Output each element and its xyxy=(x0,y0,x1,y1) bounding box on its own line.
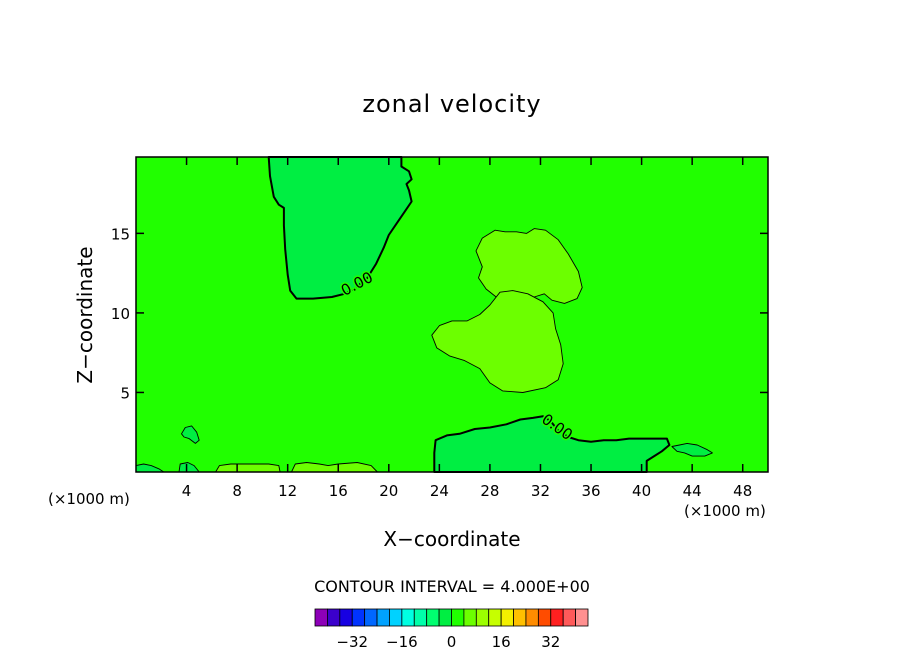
y-axis-ticks: 5 10 15 xyxy=(111,225,768,402)
colorbar xyxy=(314,608,589,627)
colorbar-swatch xyxy=(413,608,428,627)
colorbar-swatch xyxy=(475,608,490,627)
contour-region-positive-middle xyxy=(431,290,564,393)
chart-title: zonal velocity xyxy=(362,90,541,118)
x-axis-label: X−coordinate xyxy=(383,527,520,551)
contour-region-positive-bottom-left xyxy=(215,463,281,473)
colorbar-swatch xyxy=(314,608,328,627)
y-axis-label: Z−coordinate xyxy=(73,246,97,383)
colorbar-swatch xyxy=(389,608,403,627)
colorbar-swatch xyxy=(537,608,552,627)
colorbar-swatch xyxy=(438,608,452,627)
colorbar-swatch xyxy=(401,608,415,627)
colorbar-swatch xyxy=(488,608,502,627)
colorbar-tick-labels: −32 −16 0 16 32 xyxy=(336,633,560,651)
x-tick-label: 36 xyxy=(581,482,600,500)
contour-region-negative-small-left xyxy=(181,425,200,444)
x-unit-left: (×1000 m) xyxy=(48,490,130,508)
y-tick-label: 15 xyxy=(111,225,130,243)
colorbar-swatch xyxy=(525,608,539,627)
contour-region-negative-upper-left xyxy=(267,156,413,300)
colorbar-swatch xyxy=(575,608,589,627)
x-tick-label: 12 xyxy=(278,482,297,500)
contour-region-negative-small-right xyxy=(671,442,713,457)
colorbar-tick-label: −32 xyxy=(336,633,368,651)
y-tick-label: 5 xyxy=(120,384,130,402)
colorbar-swatch xyxy=(426,608,440,627)
colorbar-tick-label: 0 xyxy=(447,633,457,651)
contour-interval-text: CONTOUR INTERVAL = 4.000E+00 xyxy=(314,577,590,596)
x-tick-label: 28 xyxy=(480,482,499,500)
contour-region-positive-bottom-center xyxy=(291,462,378,473)
colorbar-swatch xyxy=(463,608,477,627)
x-tick-label: 44 xyxy=(683,482,702,500)
colorbar-swatch xyxy=(562,608,576,627)
colorbar-tick-label: 32 xyxy=(541,633,560,651)
x-tick-label: 16 xyxy=(329,482,348,500)
x-tick-label: 24 xyxy=(430,482,449,500)
plot-background xyxy=(136,157,768,472)
x-tick-label: 48 xyxy=(733,482,752,500)
x-tick-label: 20 xyxy=(379,482,398,500)
colorbar-swatch xyxy=(364,608,378,627)
colorbar-swatch xyxy=(451,608,465,627)
x-unit-right: (×1000 m) xyxy=(684,502,766,520)
colorbar-swatch xyxy=(513,608,527,627)
colorbar-tick-label: −16 xyxy=(386,633,418,651)
colorbar-swatch xyxy=(351,608,366,627)
x-tick-label: 4 xyxy=(182,482,192,500)
colorbar-swatch xyxy=(327,608,341,627)
x-tick-label: 40 xyxy=(632,482,651,500)
x-tick-label: 8 xyxy=(232,482,242,500)
x-tick-label: 32 xyxy=(531,482,550,500)
colorbar-swatch xyxy=(376,608,390,627)
contour-regions xyxy=(135,156,713,473)
contour-region-negative-bottom-middle xyxy=(433,415,671,473)
colorbar-swatch xyxy=(550,608,564,627)
colorbar-swatch xyxy=(339,608,353,627)
x-axis-ticks: 4 8 12 16 20 24 28 32 36 40 44 48 xyxy=(182,157,752,500)
plot-frame xyxy=(135,156,769,473)
colorbar-tick-label: 16 xyxy=(492,633,511,651)
colorbar-swatch xyxy=(500,608,514,627)
y-tick-label: 10 xyxy=(111,305,130,323)
